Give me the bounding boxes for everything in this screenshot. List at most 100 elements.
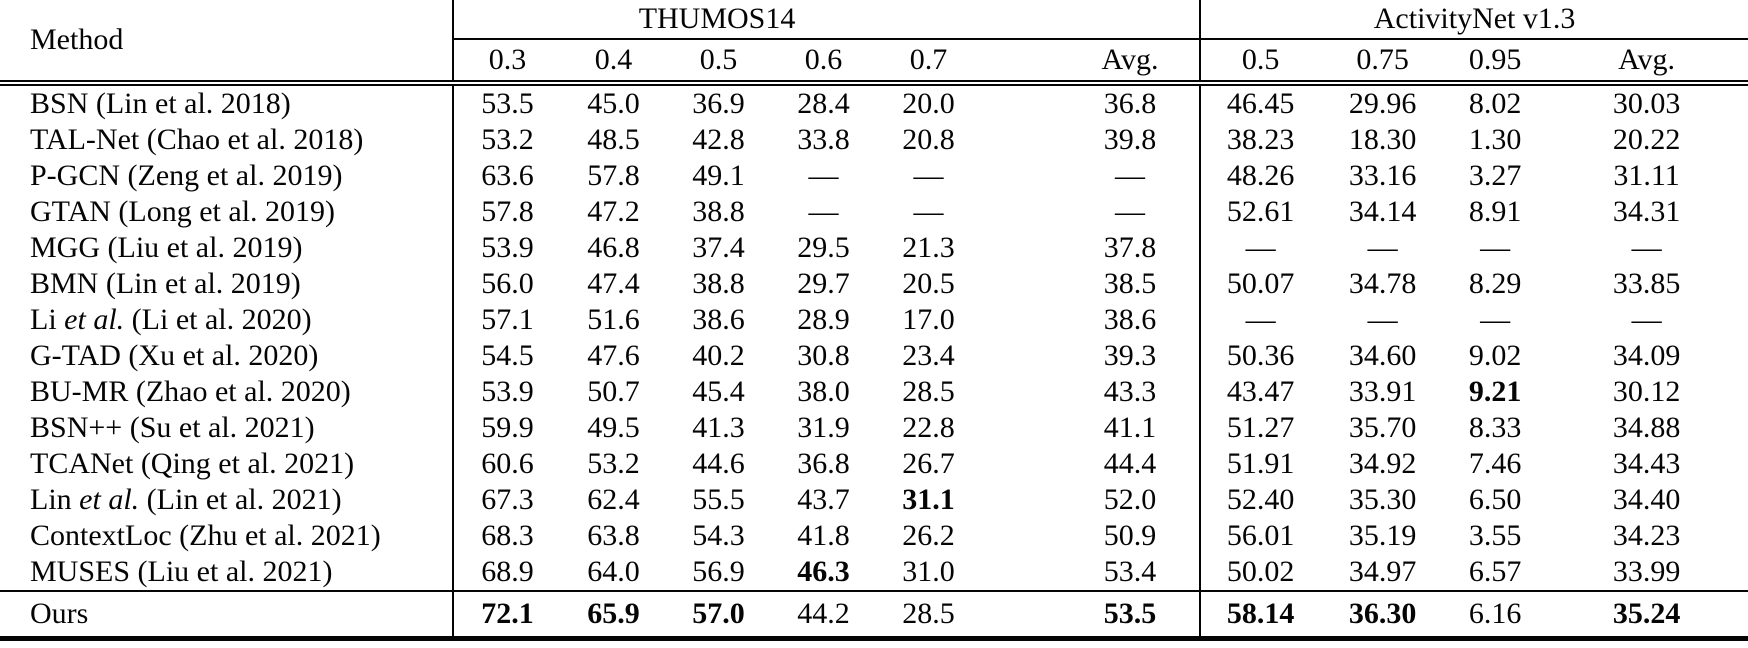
- value-cell: 39.8: [1103, 123, 1157, 156]
- value-cell: 45.0: [561, 80, 666, 122]
- method-name-italic: et al.: [79, 483, 140, 516]
- value-cell: 34.09: [1612, 339, 1681, 372]
- method-cell: MGG (Liu et al. 2019): [0, 230, 453, 266]
- threshold-header-anet-05: 0.5: [1199, 39, 1321, 83]
- value-cell: 28.5: [876, 590, 981, 641]
- value-cell: 34.92: [1348, 447, 1417, 480]
- method-cell: BMN (Lin et al. 2019): [0, 266, 453, 302]
- value-cell: 64.0: [587, 555, 640, 588]
- value-cell: —: [1199, 230, 1321, 266]
- value-cell: 72.1: [452, 590, 561, 641]
- value-cell: 36.8: [981, 80, 1201, 122]
- method-column-header: Method: [30, 23, 124, 56]
- value-cell: 67.3: [452, 482, 561, 518]
- value-cell: 38.5: [1103, 267, 1157, 300]
- value-cell: 68.9: [452, 554, 561, 591]
- value-cell: 30.8: [797, 339, 850, 372]
- method-citation: (Li et al. 2020): [124, 303, 312, 336]
- value-cell: 36.8: [797, 447, 850, 480]
- value-cell: —: [1367, 231, 1398, 264]
- method-name: BU-MR (Zhao et al. 2020): [30, 375, 351, 408]
- value-cell: 28.5: [902, 375, 955, 408]
- value-cell: 65.9: [561, 590, 666, 641]
- table-row: BSN (Lin et al. 2018) 53.5 45.0 36.9 28.4 20.…: [0, 80, 1748, 122]
- value-cell: 8.91: [1468, 195, 1522, 228]
- value-cell: 18.30: [1348, 123, 1417, 156]
- value-cell: 51.27: [1199, 410, 1321, 446]
- value-cell: 31.1: [902, 483, 955, 516]
- value-cell: 63.8: [587, 519, 640, 552]
- value-cell: 33.8: [797, 123, 850, 156]
- value-cell: 53.4: [1103, 555, 1157, 588]
- value-cell: 30.12: [1612, 375, 1681, 408]
- value-cell: 50.7: [587, 375, 640, 408]
- method-name: MUSES (Liu et al. 2021): [30, 555, 333, 588]
- value-cell: 26.2: [902, 519, 955, 552]
- value-cell: —: [808, 195, 839, 228]
- value-cell: 51.91: [1199, 446, 1321, 482]
- value-cell: 20.0: [876, 80, 981, 122]
- value-cell: 35.19: [1348, 519, 1417, 552]
- method-cell: GTAN (Long et al. 2019): [0, 194, 453, 230]
- value-cell: 63.6: [452, 158, 561, 194]
- value-cell: 6.16: [1445, 590, 1546, 641]
- value-cell: 46.45: [1199, 80, 1321, 122]
- method-name: BSN++ (Su et al. 2021): [30, 411, 315, 444]
- method-cell: BU-MR (Zhao et al. 2020): [0, 374, 453, 410]
- value-cell: 34.78: [1348, 267, 1417, 300]
- method-name: Ours: [30, 597, 89, 630]
- value-cell: 35.70: [1348, 411, 1417, 444]
- value-cell: 30.03: [1545, 80, 1748, 122]
- threshold-header-thumos-07: 0.7: [909, 43, 948, 76]
- method-name: BMN (Lin et al. 2019): [30, 267, 301, 300]
- value-cell: 31.0: [902, 555, 955, 588]
- value-cell: 43.3: [1103, 375, 1157, 408]
- value-cell: 44.6: [692, 447, 745, 480]
- value-cell: 20.5: [902, 267, 955, 300]
- value-cell: 53.2: [452, 122, 561, 158]
- value-cell: 38.6: [1103, 303, 1157, 336]
- value-cell: 53.9: [452, 230, 561, 266]
- method-name: G-TAD (Xu et al. 2020): [30, 339, 319, 372]
- value-cell: —: [1480, 303, 1511, 336]
- value-cell: 38.23: [1199, 122, 1321, 158]
- value-cell: 38.8: [692, 267, 745, 300]
- value-cell: 33.91: [1348, 375, 1417, 408]
- value-cell: 56.9: [692, 555, 745, 588]
- value-cell: 56.01: [1199, 518, 1321, 554]
- value-cell: 47.6: [587, 339, 640, 372]
- value-cell: 57.8: [587, 159, 640, 192]
- value-cell: 38.8: [692, 195, 745, 228]
- value-cell: 48.5: [587, 123, 640, 156]
- threshold-header-row: 0.3 0.4 0.5 0.6 0.7 Avg. 0.5 0.75 0.95 A…: [0, 39, 1748, 83]
- value-cell: 52.40: [1199, 482, 1321, 518]
- value-cell: 44.2: [771, 590, 876, 641]
- table-row: BSN++ (Su et al. 2021) 59.9 49.5 41.3 31.9 22…: [0, 410, 1748, 446]
- threshold-header-anet-avg: Avg.: [1618, 43, 1676, 76]
- table-body: BSN (Lin et al. 2018) 53.5 45.0 36.9 28.4 20.…: [0, 80, 1748, 641]
- value-cell: 57.1: [452, 302, 561, 338]
- table-row: TAL-Net (Chao et al. 2018) 53.2 48.5 42.8 33…: [0, 122, 1748, 158]
- threshold-header-thumos-03: 0.3: [452, 39, 561, 83]
- value-cell: 54.3: [692, 519, 745, 552]
- value-cell: 37.8: [1103, 231, 1157, 264]
- table-row: BMN (Lin et al. 2019) 56.0 47.4 38.8 29.7 20.…: [0, 266, 1748, 302]
- value-cell: 28.4: [771, 80, 876, 122]
- value-cell: 58.14: [1199, 590, 1321, 641]
- value-cell: 52.61: [1199, 194, 1321, 230]
- value-cell: 48.26: [1199, 158, 1321, 194]
- method-name: GTAN (Long et al. 2019): [30, 195, 336, 228]
- value-cell: 52.0: [1103, 483, 1157, 516]
- value-cell: 43.47: [1199, 374, 1321, 410]
- value-cell: 3.55: [1468, 519, 1522, 552]
- value-cell: —: [1115, 195, 1146, 228]
- value-cell: 33.85: [1612, 267, 1681, 300]
- value-cell: 9.02: [1468, 339, 1522, 372]
- value-cell: —: [913, 159, 944, 192]
- value-cell: 60.6: [452, 446, 561, 482]
- value-cell: 42.8: [692, 123, 745, 156]
- table-row: Lin et al. (Lin et al. 2021) 67.3 62.4 55.5…: [0, 482, 1748, 518]
- method-cell: Ours: [0, 590, 453, 641]
- value-cell: 17.0: [902, 303, 955, 336]
